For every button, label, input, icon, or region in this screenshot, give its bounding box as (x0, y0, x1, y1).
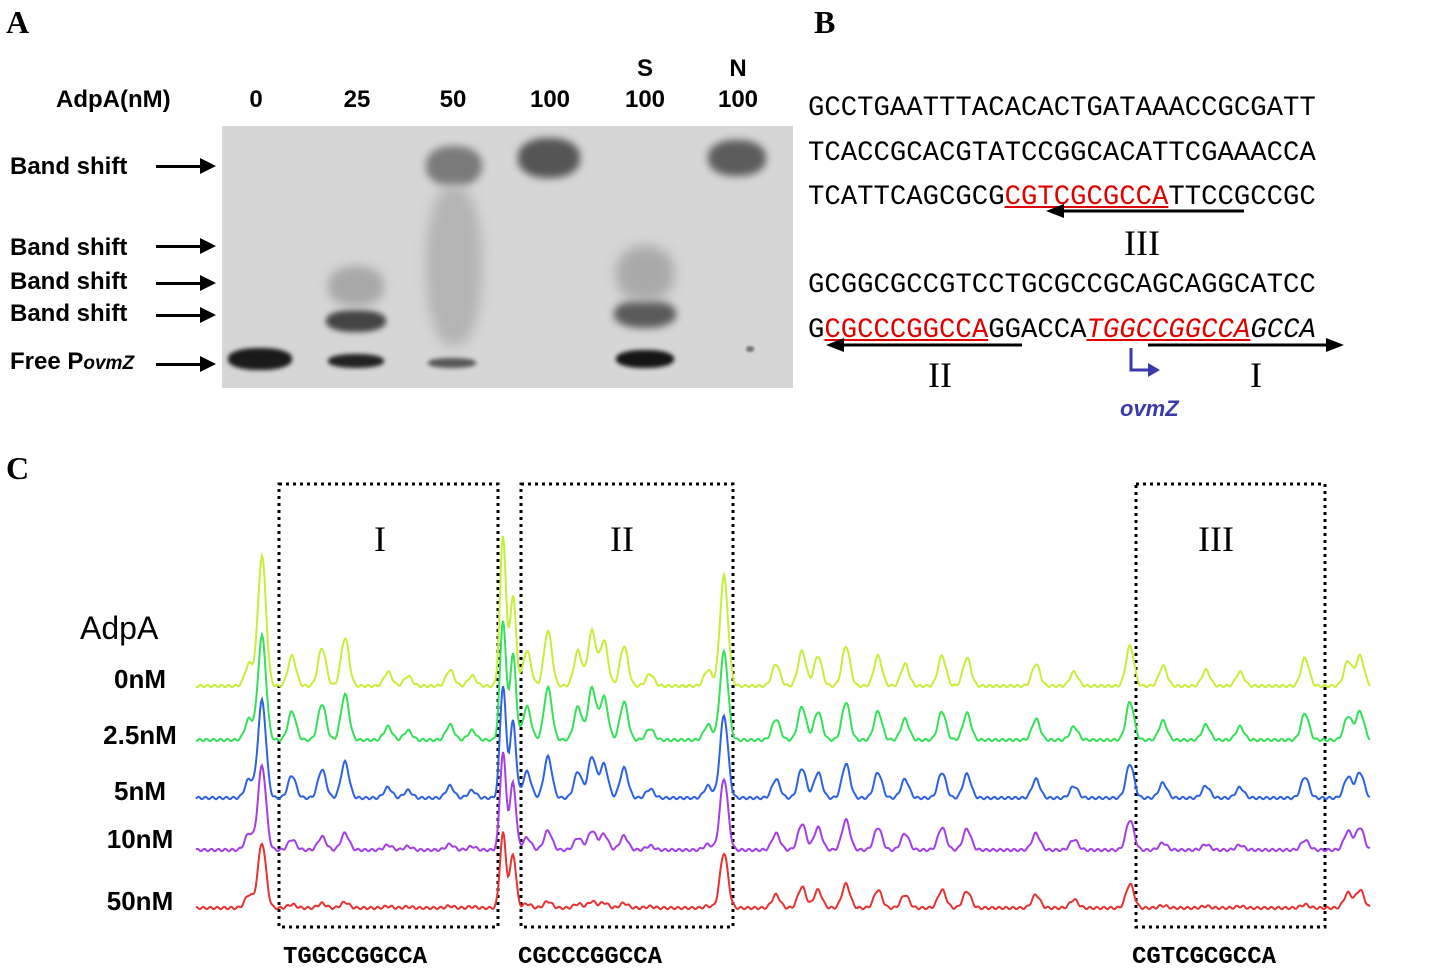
trace-line (195, 831, 1371, 911)
trace-concentration-label: 2.5nM (103, 720, 177, 750)
gel-band (426, 146, 482, 186)
lane-value-label: 50 (439, 86, 467, 113)
sequence-line-1: GCCTGAATTTACACACTGATAAACCGCGATT (808, 93, 1316, 124)
trace-header: AdpA (80, 610, 159, 646)
region-box-iii (1134, 482, 1327, 929)
lane-top-label: N (729, 55, 747, 82)
band-shift-arrow (156, 238, 216, 254)
panel-letter-c: C (6, 450, 30, 486)
gel-band (328, 354, 384, 368)
gel-band (428, 358, 476, 368)
sequence-line-3: TCATTCAGCGCGCGTCGCGCCATTCCGCCGC (808, 182, 1316, 213)
gel-band (228, 348, 292, 370)
box-label-iii: III (1198, 519, 1234, 559)
trace-concentration-label: 5nM (114, 776, 166, 806)
transcription-start-arrow (1129, 348, 1160, 377)
box-label-ii: II (610, 519, 634, 559)
gel-band (616, 246, 674, 301)
sequence-line-4: GCGGCGCCGTCCTGCGCCGCAGCAGGCATCC (808, 270, 1316, 301)
box-label-i: I (374, 519, 386, 559)
box-sequence-ii: CGCCCGGCCA (518, 944, 663, 971)
free-probe-sub: ovmZ (83, 353, 135, 374)
gel-band (326, 310, 386, 332)
gel-band (614, 300, 676, 328)
gel-band (328, 266, 384, 306)
site-i-label: I (1250, 355, 1262, 395)
lane-value-label: 25 (343, 86, 371, 113)
lane-top-label: S (636, 55, 653, 82)
free-probe-label: Free PovmZ (10, 348, 134, 376)
trace-concentration-label: 50nM (106, 886, 174, 916)
band-shift-arrow (156, 158, 216, 174)
site-ii-sequence: CGCCCGGCCA (824, 315, 989, 346)
trace-line (195, 535, 1371, 689)
lane-value-label: 100 (624, 86, 666, 113)
free-probe-arrow (156, 356, 216, 372)
trace-line (195, 685, 1371, 801)
panel-letter-b: B (814, 4, 836, 40)
band-shift-label: Band shift (10, 153, 128, 180)
seq-segment: TTCCGCCGC (1168, 182, 1316, 213)
band-shift-arrow (156, 307, 216, 323)
site-iii-arrowhead (1046, 204, 1064, 218)
trace-concentration-label: 0nM (114, 664, 166, 694)
free-probe-prefix: Free P (10, 348, 84, 375)
trace-concentration-label: 10nM (106, 824, 174, 854)
sequence-line-2: TCACCGCACGTATCCGGCACATTCGAAACCA (808, 138, 1316, 169)
site-iii-label: III (1124, 223, 1160, 263)
gel-band (518, 138, 580, 178)
trace-plot (195, 535, 1371, 911)
band-shift-label: Band shift (10, 268, 128, 295)
gel-band (746, 346, 754, 352)
trace-line (195, 751, 1371, 853)
band-shift-label: Band shift (10, 300, 128, 327)
lane-value-label: 100 (529, 86, 571, 113)
lane-value-label: 100 (717, 86, 759, 113)
gel-concentration-label: AdpA(nM) (56, 86, 171, 113)
band-shift-arrow (156, 275, 216, 291)
region-box-i (277, 482, 500, 929)
seq-segment: GCCA (1250, 315, 1316, 346)
box-sequence-i: TGGCCGGCCA (283, 944, 428, 971)
seq-segment: GGACCA (988, 315, 1087, 346)
gel-band (708, 140, 766, 176)
site-i-sequence: TGGCCGGCCA (1086, 315, 1251, 346)
gel-band (616, 350, 674, 368)
seq-segment: G (808, 315, 825, 346)
sequence-line-5: GCGCCCGGCCAGGACCATGGCCGGCCAGCCA (808, 315, 1316, 346)
gel-image (222, 126, 793, 388)
site-ii-label: II (928, 355, 952, 395)
gene-label: ovmZ (1120, 396, 1179, 421)
gel-band (426, 186, 482, 346)
box-sequence-iii: CGTCGCGCCA (1132, 944, 1277, 971)
region-box-ii (519, 482, 735, 929)
site-iii-sequence: CGTCGCGCCA (1004, 182, 1169, 213)
trace-line (195, 620, 1371, 743)
panel-letter-a: A (6, 4, 30, 40)
site-ii-arrowhead (826, 338, 844, 352)
band-shift-label: Band shift (10, 234, 128, 261)
seq-segment: TCATTCAGCGCG (808, 182, 1005, 213)
lane-value-label: 0 (249, 86, 263, 113)
site-i-arrowhead (1326, 338, 1344, 352)
